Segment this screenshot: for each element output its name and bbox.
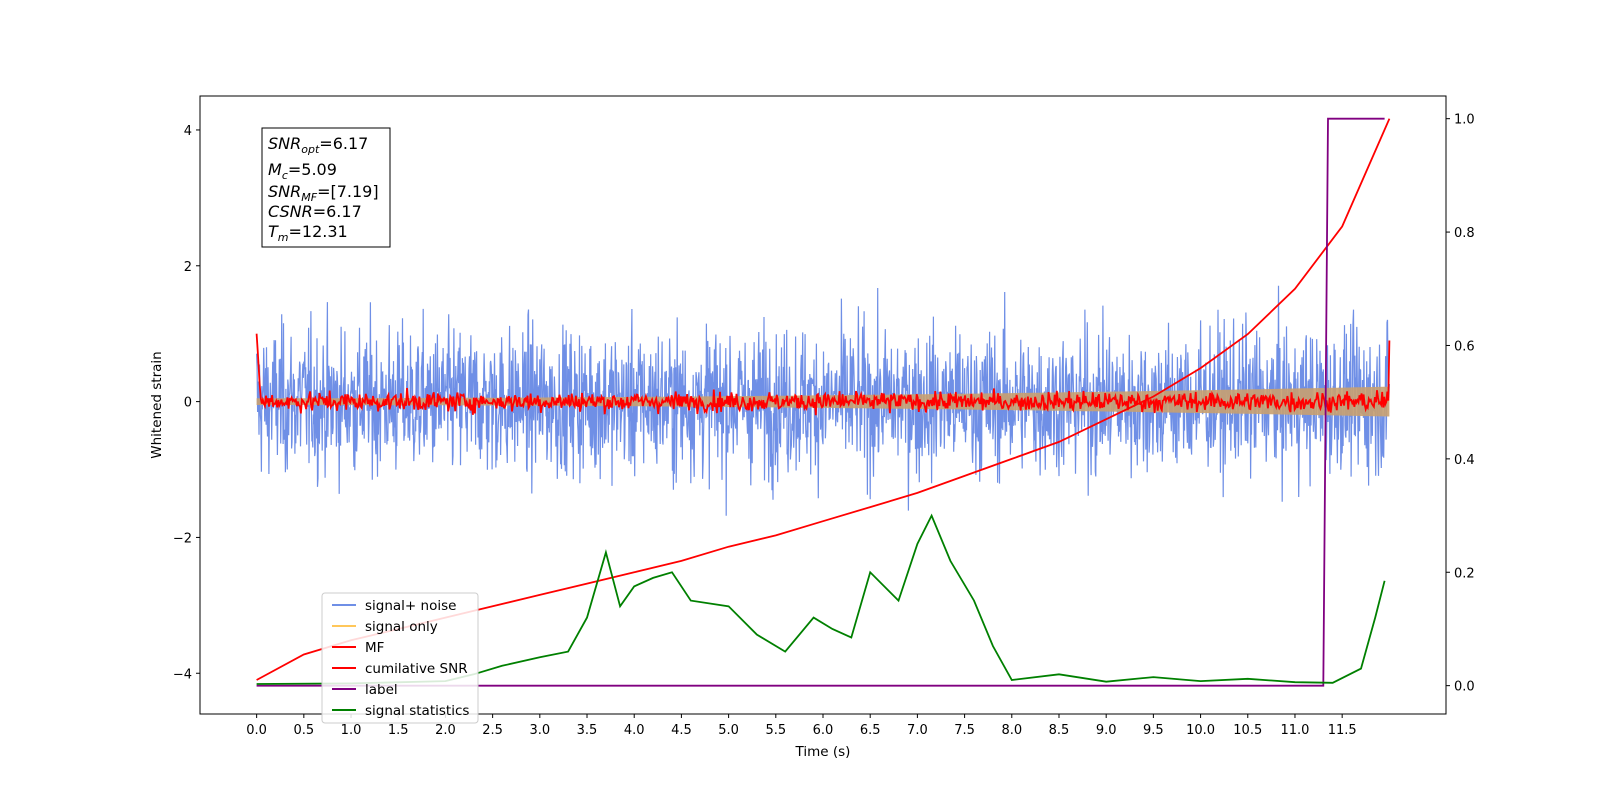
y-right-tick-label: 1.0 [1454, 113, 1475, 128]
series-mf [255, 333, 1391, 416]
legend-label-signal-statistics: signal statistics [365, 703, 469, 719]
x-tick-label: 3.0 [529, 723, 550, 738]
x-tick-label: 1.0 [341, 723, 362, 738]
annotation-snr-mf: SNRMF=[7.19] [268, 182, 379, 204]
x-tick-label: 10.5 [1233, 723, 1262, 738]
x-tick-label: 3.5 [577, 723, 598, 738]
x-tick-label: 9.5 [1143, 723, 1164, 738]
y-axis-label: Whitened strain [149, 351, 165, 458]
y-left-tick-label: 4 [184, 124, 192, 139]
series-label [256, 117, 1385, 687]
annotation-box [261, 127, 391, 248]
annotation-tm: Tm=12.31 [268, 222, 348, 244]
legend-label-signal-only: signal only [365, 619, 438, 635]
x-tick-label: 11.5 [1328, 723, 1357, 738]
x-tick-label: 0.5 [293, 723, 314, 738]
y-left-tick-label: 2 [184, 260, 192, 275]
legend-label-signal-noise: signal+ noise [365, 598, 456, 614]
x-tick-label: 7.5 [954, 723, 975, 738]
x-tick-label: 10.0 [1186, 723, 1215, 738]
y-right-tick-label: 0.0 [1454, 680, 1475, 695]
series-signal-statistics [256, 513, 1386, 685]
x-tick-label: 4.0 [624, 723, 645, 738]
x-tick-label: 9.0 [1096, 723, 1117, 738]
x-tick-label: 1.5 [388, 723, 409, 738]
x-tick-label: 6.5 [860, 723, 881, 738]
x-tick-label: 11.0 [1280, 723, 1309, 738]
legend-box [321, 592, 479, 724]
legend-label-mf: MF [365, 640, 384, 656]
stats-annotation: SNRopt=6.17 Mc=5.09 SNRMF=[7.19] CSNR=6.… [261, 127, 391, 248]
y-left-tick-label: −2 [173, 531, 192, 546]
y-right-tick-label: 0.4 [1454, 453, 1475, 468]
legend-label-cumulative-snr: cumilative SNR [365, 661, 468, 677]
x-tick-label: 6.0 [813, 723, 834, 738]
x-tick-label: 4.5 [671, 723, 692, 738]
annotation-csnr: CSNR=6.17 [268, 202, 362, 221]
legend-label-label: label [365, 682, 398, 698]
x-tick-label: 7.0 [907, 723, 928, 738]
x-axis-label: Time (s) [795, 744, 851, 760]
y-right-tick-label: 0.2 [1454, 566, 1475, 581]
annotation-mc: Mc=5.09 [268, 160, 337, 182]
series-signal-noise [256, 285, 1390, 516]
x-tick-label: 8.5 [1049, 723, 1070, 738]
x-tick-label: 5.5 [765, 723, 786, 738]
x-tick-label: 8.0 [1001, 723, 1022, 738]
y-right-tick-label: 0.8 [1454, 226, 1475, 241]
x-tick-label: 2.0 [435, 723, 456, 738]
y-right-tick-label: 0.6 [1454, 339, 1475, 354]
annotation-snr-opt: SNRopt=6.17 [268, 134, 368, 156]
x-tick-label: 2.5 [482, 723, 503, 738]
y-left-tick-label: 0 [184, 396, 192, 411]
x-tick-label: 0.0 [246, 723, 267, 738]
y-left-tick-label: −4 [173, 667, 192, 682]
legend: signal+ noise signal only MF cumilative … [321, 592, 479, 724]
x-tick-label: 5.0 [718, 723, 739, 738]
ticks-layer: 0.0 0.5 1.0 1.5 2.0 2.5 3.0 3.5 4.0 4.5 5.0 5.5 6.0 6… [173, 113, 1475, 738]
